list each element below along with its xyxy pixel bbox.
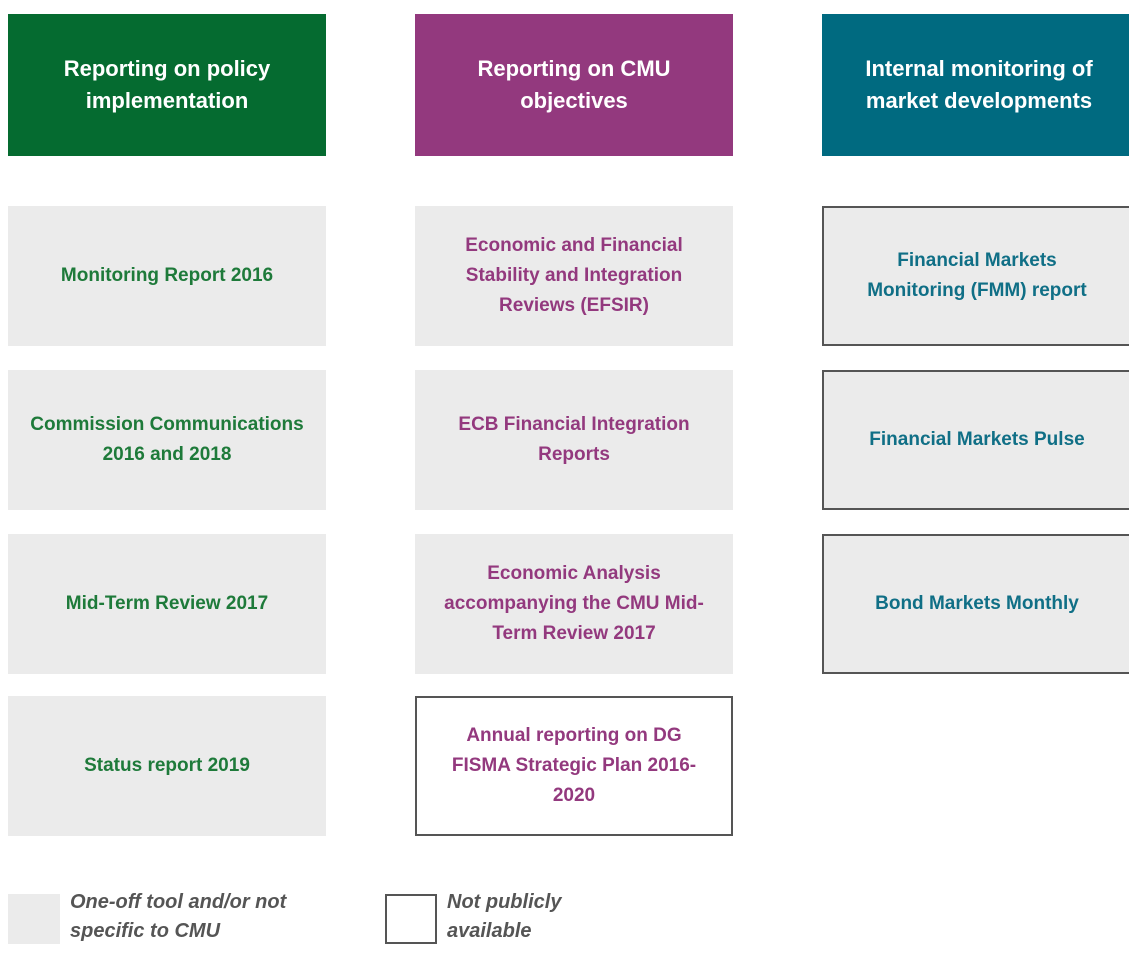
tool-box: Financial Markets Pulse: [822, 370, 1129, 510]
tool-box: Financial Markets Monitoring (FMM) repor…: [822, 206, 1129, 346]
tool-box: Status report 2019: [8, 696, 326, 836]
column-header: Reporting on policy implementation: [8, 14, 326, 156]
tool-box: Monitoring Report 2016: [8, 206, 326, 346]
column-header: Internal monitoring of market developmen…: [822, 14, 1129, 156]
tool-box: Bond Markets Monthly: [822, 534, 1129, 674]
legend-text: Not publicly available: [447, 891, 562, 942]
tool-box: Economic Analysis accompanying the CMU M…: [415, 534, 733, 674]
legend-text: One-off tool and/or not specific to CMU: [70, 891, 287, 942]
tool-box: ECB Financial Integration Reports: [415, 370, 733, 510]
tool-box: Economic and Financial Stability and Int…: [415, 206, 733, 346]
legend-swatch: [385, 894, 437, 944]
tool-box: Commission Communications 2016 and 2018: [8, 370, 326, 510]
legend-swatch: [8, 894, 60, 944]
tool-box: Annual reporting on DG FISMA Strategic P…: [415, 696, 733, 836]
column-header: Reporting on CMU objectives: [415, 14, 733, 156]
tool-box: Mid-Term Review 2017: [8, 534, 326, 674]
